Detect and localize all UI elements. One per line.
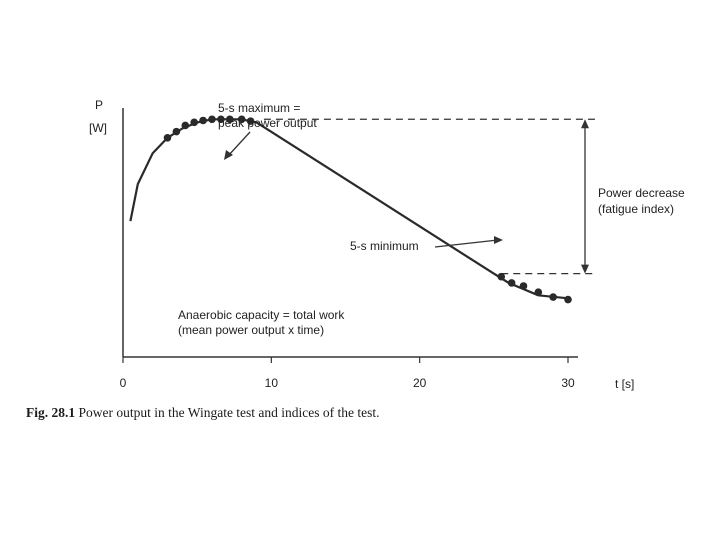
x-tick-label: 0 [120, 376, 127, 390]
power-decrease-line2: (fatigue index) [598, 202, 674, 216]
minimum-arrow-head [494, 236, 503, 244]
peak-annotation-line2: peak power output [218, 116, 317, 130]
data-point [181, 121, 190, 130]
data-point [208, 115, 216, 124]
data-point [497, 272, 506, 281]
peak-annotation-line1: 5-s maximum = [218, 101, 300, 115]
minimum-annotation: 5-s minimum [350, 239, 419, 253]
data-point [226, 115, 234, 124]
data-points [163, 115, 572, 304]
figure-caption: Fig. 28.1 Power output in the Wingate te… [26, 405, 626, 421]
data-point [534, 288, 543, 296]
data-point [163, 133, 172, 142]
y-axis-label-unit: [W] [89, 121, 107, 135]
capacity-annotation-line1: Anaerobic capacity = total work [178, 308, 345, 322]
data-point [172, 127, 181, 136]
x-axis-label: t [s] [615, 377, 634, 391]
data-point [507, 279, 516, 287]
data-point [246, 117, 255, 125]
peak-arrow-head [224, 150, 233, 160]
peak-arrow [227, 131, 251, 157]
x-tick-label: 20 [413, 376, 427, 390]
data-point [199, 116, 207, 125]
arrow-head-down [581, 264, 589, 274]
power-decrease-line1: Power decrease [598, 186, 685, 200]
x-tick-label: 10 [265, 376, 279, 390]
data-point [519, 282, 528, 290]
reference-lines [263, 118, 595, 275]
caption-text: Power output in the Wingate test and ind… [75, 405, 380, 420]
arrow-head-up [581, 119, 589, 129]
x-axis-ticks: 0 10 20 30 [120, 357, 575, 390]
data-point [564, 295, 572, 304]
annotation-arrows [224, 119, 589, 274]
x-tick-label: 30 [561, 376, 575, 390]
data-point [190, 118, 198, 127]
chart-axes [122, 108, 578, 358]
y-axis-label-p: P [95, 98, 103, 112]
data-point [237, 115, 246, 124]
power-curve [129, 118, 569, 300]
minimum-arrow [434, 239, 499, 248]
power-curve-line [129, 118, 569, 300]
capacity-annotation-line2: (mean power output x time) [178, 323, 324, 337]
caption-label: Fig. 28.1 [26, 405, 76, 420]
data-point [217, 115, 225, 124]
data-point [549, 293, 557, 301]
